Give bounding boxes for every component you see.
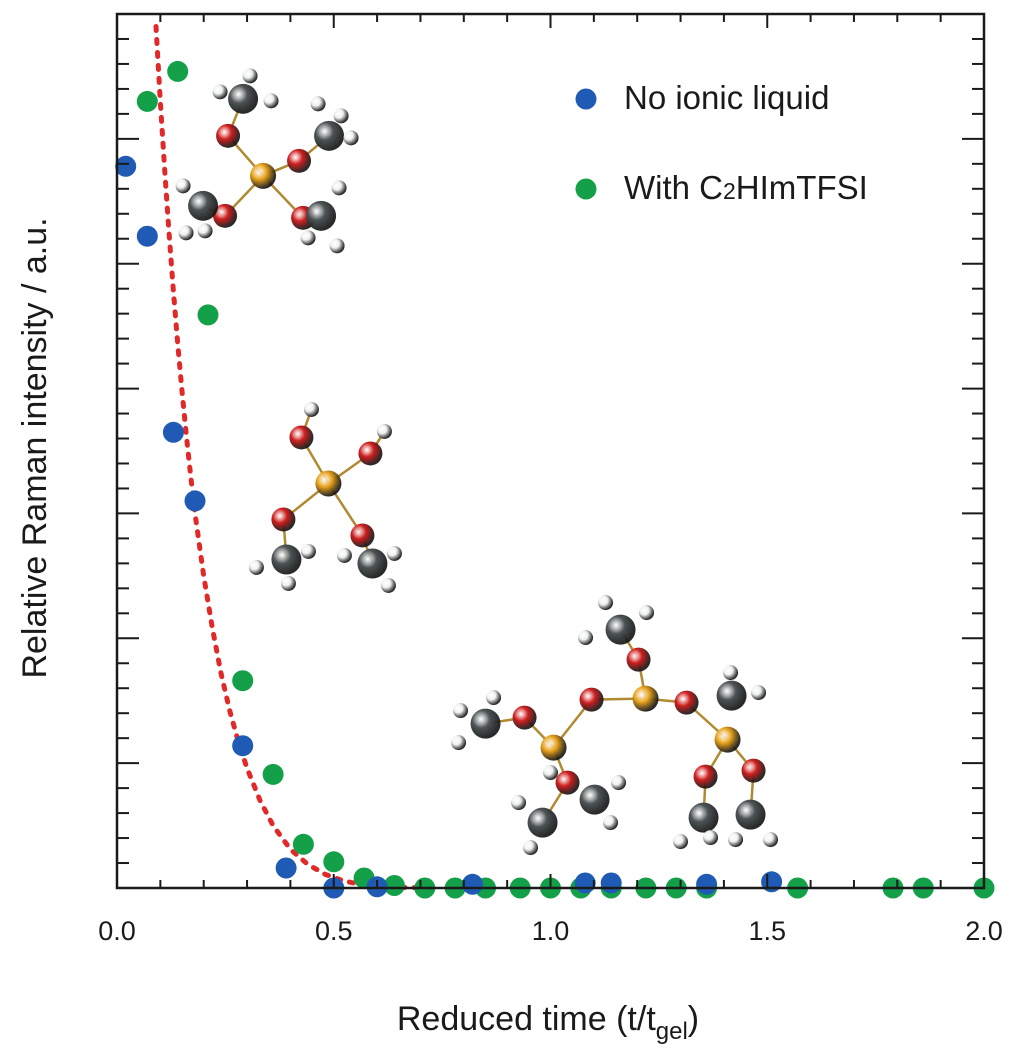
point-with-ionic-liquid bbox=[136, 90, 158, 112]
molecule-partially-hydrolyzed-silane bbox=[248, 401, 402, 593]
point-no-ionic-liquid bbox=[600, 872, 622, 894]
point-no-ionic-liquid bbox=[184, 490, 206, 512]
molecule-tetramethoxysilane bbox=[175, 68, 359, 254]
y-axis-label: Relative Raman intensity / a.u. bbox=[16, 217, 54, 678]
x-tick-labels: 0.0 0.5 1.0 1.5 2.0 bbox=[98, 916, 1003, 946]
point-with-ionic-liquid bbox=[167, 60, 189, 82]
legend: No ionic liquid With C2HImTFSI bbox=[575, 79, 868, 206]
point-no-ionic-liquid bbox=[136, 225, 158, 247]
axis-ticks bbox=[116, 13, 985, 889]
x-tick-label: 1.0 bbox=[532, 916, 570, 946]
point-with-ionic-liquid bbox=[262, 763, 284, 785]
point-no-ionic-liquid bbox=[232, 735, 254, 757]
point-with-ionic-liquid bbox=[323, 851, 345, 873]
x-tick-label: 0.5 bbox=[315, 916, 353, 946]
legend-label-no-ionic-liquid: No ionic liquid bbox=[624, 79, 829, 116]
point-no-ionic-liquid bbox=[115, 155, 137, 177]
legend-marker-no-ionic-liquid bbox=[575, 88, 597, 110]
x-tick-label: 2.0 bbox=[965, 916, 1003, 946]
legend-label-with-ionic-liquid: With C2HImTFSI bbox=[624, 169, 868, 206]
point-no-ionic-liquid bbox=[696, 873, 718, 895]
legend-marker-with-ionic-liquid bbox=[575, 178, 597, 200]
point-with-ionic-liquid bbox=[232, 670, 254, 692]
point-with-ionic-liquid bbox=[292, 833, 314, 855]
x-axis-label: Reduced time (t/tgel) bbox=[397, 1000, 699, 1045]
point-no-ionic-liquid bbox=[162, 421, 184, 443]
point-no-ionic-liquid bbox=[462, 873, 483, 895]
molecule-siloxane-oligomer bbox=[451, 595, 779, 856]
point-with-ionic-liquid bbox=[197, 304, 219, 326]
x-tick-label: 0.0 bbox=[98, 916, 136, 946]
point-no-ionic-liquid bbox=[275, 857, 297, 879]
molecule-illustrations bbox=[175, 68, 779, 856]
x-tick-label: 1.5 bbox=[748, 916, 786, 946]
point-no-ionic-liquid bbox=[574, 872, 596, 894]
point-with-ionic-liquid bbox=[383, 875, 405, 896]
